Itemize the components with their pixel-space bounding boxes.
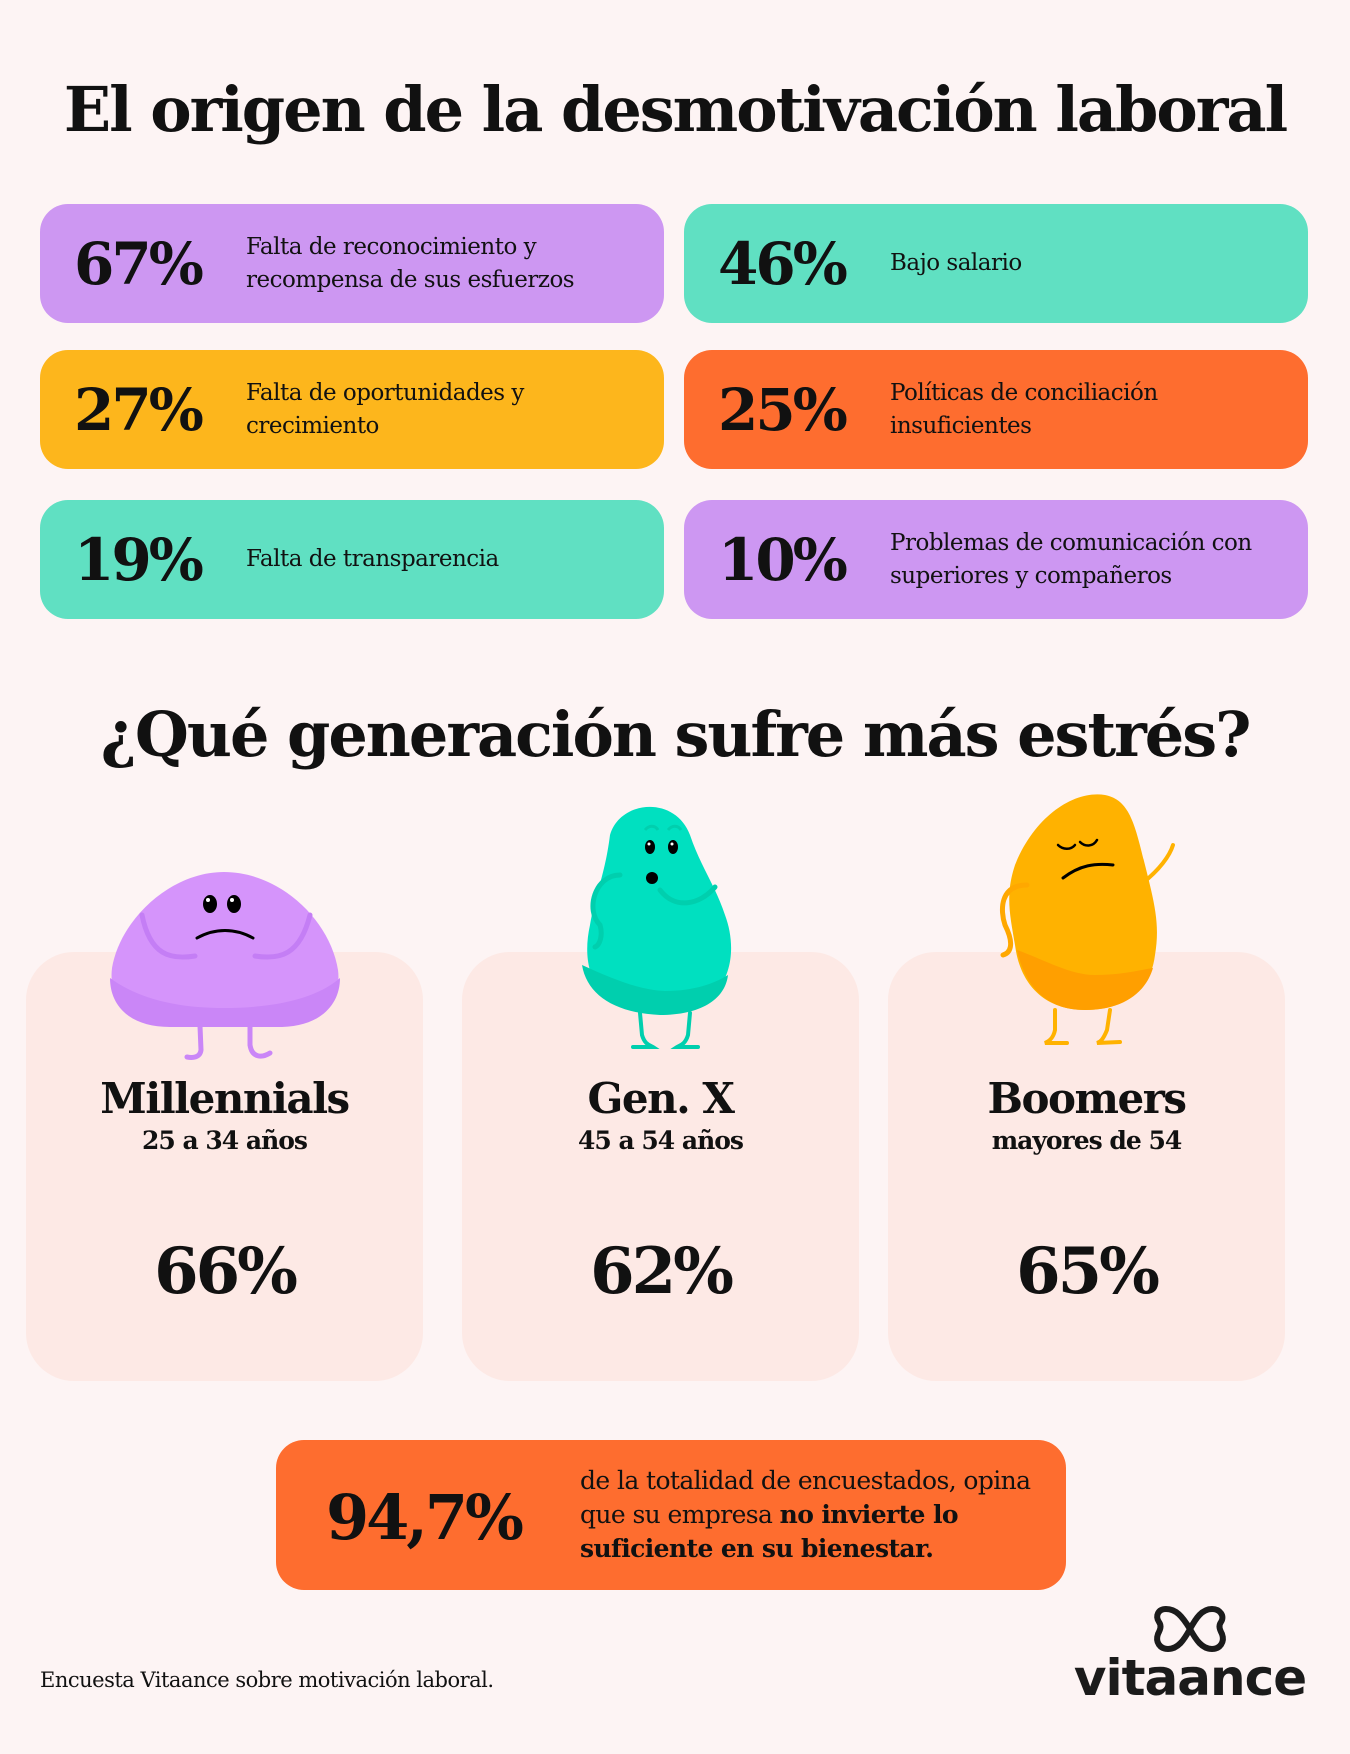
reason-card: 19% Falta de transparencia <box>40 500 664 619</box>
generation-age: 25 a 34 años <box>141 1126 308 1155</box>
reason-percent: 10% <box>718 525 848 594</box>
brand-logo: vitaance <box>1070 1604 1310 1714</box>
summary-text-emphasis: no invierte lo suficiente en su bienesta… <box>580 1500 959 1563</box>
summary-text-end: . <box>925 1534 934 1563</box>
reason-percent: 19% <box>74 525 204 594</box>
yellow-bean-annoyed-icon <box>999 794 1175 1045</box>
generation-percent: 62% <box>590 1234 734 1309</box>
summary-percent: 94,7% <box>326 1481 524 1554</box>
page-title: El origen de la desmotivación laboral <box>63 73 1288 146</box>
summary-text: de la totalidad de encuestados, opina qu… <box>580 1464 1050 1566</box>
generation-name: Boomers <box>987 1074 1187 1123</box>
purple-blob-sad-icon <box>110 872 340 1060</box>
generation-age: 45 a 54 años <box>577 1126 744 1155</box>
section-title: ¿Qué generación sufre más estrés? <box>100 698 1252 771</box>
summary-banner: 94,7% de la totalidad de encuestados, op… <box>276 1440 1066 1590</box>
reason-card: 67% Falta de reconocimiento y recompensa… <box>40 204 664 323</box>
reason-label: Falta de reconocimiento y recompensa de … <box>246 233 575 293</box>
generation-card-boomers: Boomers mayores de 54 65% <box>888 952 1285 1381</box>
reason-percent: 27% <box>74 375 204 444</box>
reason-label: Falta de oportunidades y crecimiento <box>246 379 524 439</box>
reason-label: Bajo salario <box>890 250 1022 276</box>
summary-text-plain: de la totalidad de encuestados, opina qu… <box>580 1466 1031 1529</box>
reason-card: 46% Bajo salario <box>684 204 1308 323</box>
generation-card-genx: Gen. X 45 a 54 años 62% <box>462 952 859 1381</box>
reason-label: Falta de transparencia <box>246 546 499 572</box>
infinity-heart-icon <box>1154 1606 1226 1652</box>
reason-label: Políticas de conciliación insuficientes <box>890 379 1158 439</box>
reason-percent: 46% <box>718 229 848 298</box>
reason-label: Problemas de comunicación con superiores… <box>890 529 1252 589</box>
reason-percent: 67% <box>74 229 204 298</box>
generation-percent: 65% <box>1016 1234 1160 1309</box>
teal-pear-surprised-icon <box>582 806 732 1049</box>
generation-age: mayores de 54 <box>991 1126 1183 1155</box>
reason-card: 27% Falta de oportunidades y crecimiento <box>40 350 664 469</box>
reason-card: 10% Problemas de comunicación con superi… <box>684 500 1308 619</box>
generation-name: Millennials <box>100 1074 350 1123</box>
reason-card: 25% Políticas de conciliación insuficien… <box>684 350 1308 469</box>
generation-percent: 66% <box>154 1234 298 1309</box>
generation-name: Gen. X <box>587 1074 735 1123</box>
footer-source-note: Encuesta Vitaance sobre motivación labor… <box>40 1668 494 1692</box>
brand-name: vitaance <box>1073 1649 1307 1707</box>
reason-percent: 25% <box>718 375 848 444</box>
